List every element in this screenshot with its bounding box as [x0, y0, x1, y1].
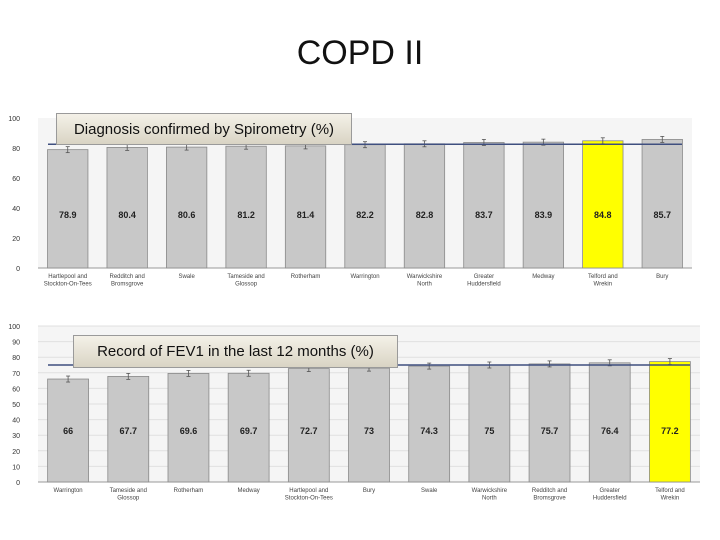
- y-tick-label: 40: [12, 418, 20, 425]
- x-tick-label: Greater Huddersfield: [467, 274, 501, 288]
- x-tick-label: Medway: [532, 274, 554, 280]
- bar-value-label: 80.4: [118, 210, 136, 220]
- bar: [348, 367, 390, 483]
- bar-value-label: 72.7: [300, 426, 318, 436]
- chart-spirometry: 0 20 40 60 80 100 78.9 Hartlepool and Stockton-O…: [8, 116, 692, 288]
- y-tick-label: 0: [16, 266, 20, 273]
- x-tick-label: Hartlepool and Stockton-On-Tees: [285, 488, 333, 502]
- bar-value-label: 81.4: [297, 210, 315, 220]
- x-tick-label: Bury: [656, 274, 668, 280]
- y-tick-label: 90: [12, 340, 20, 347]
- x-tick-label: Redditch and Bromsgrove: [532, 488, 567, 502]
- y-tick-label: 10: [12, 464, 20, 471]
- x-tick-label: Rotherham: [291, 274, 321, 280]
- bar-value-label: 75: [484, 426, 494, 436]
- bar-value-label: 81.2: [237, 210, 255, 220]
- bar-value-label: 73: [364, 426, 374, 436]
- bar-value-label: 80.6: [178, 210, 196, 220]
- bar: [107, 375, 150, 483]
- bar: [166, 146, 208, 269]
- bar-value-label: 74.3: [420, 426, 438, 436]
- bar: [225, 145, 267, 269]
- bar: [528, 363, 571, 483]
- x-tick-label: Hartlepool and Stockton-On-Tees: [44, 274, 92, 288]
- bar: [463, 142, 505, 269]
- bar: [47, 149, 89, 269]
- x-tick-label: Warrington: [350, 274, 379, 280]
- x-tick-label: Swale: [178, 274, 195, 280]
- x-tick-label: Redditch and Bromsgrove: [110, 274, 145, 288]
- x-tick-label: Greater Huddersfield: [593, 488, 627, 502]
- x-tick-label: Swale: [421, 488, 438, 494]
- bar-highlight: [582, 140, 624, 269]
- x-tick-label: Warwickshire North: [407, 274, 443, 288]
- y-tick-label: 0: [16, 480, 20, 487]
- bar-value-label: 69.7: [240, 426, 258, 436]
- y-tick-label: 60: [12, 386, 20, 393]
- y-tick-label: 20: [12, 236, 20, 243]
- bar: [408, 365, 451, 483]
- y-tick-label: 70: [12, 371, 20, 378]
- bar-value-label: 85.7: [654, 210, 672, 220]
- bar: [641, 139, 683, 269]
- bar-value-label: 75.7: [541, 426, 559, 436]
- bar-value-label: 83.9: [535, 210, 553, 220]
- y-tick-label: 100: [8, 116, 20, 123]
- x-tick-label: Warwickshire North: [472, 488, 508, 502]
- y-tick-label: 100: [8, 324, 20, 331]
- bar: [344, 144, 386, 269]
- chart-fev1-title: Record of FEV1 in the last 12 months (%): [73, 335, 398, 368]
- x-tick-label: Medway: [237, 488, 259, 494]
- bar: [227, 372, 270, 483]
- bar-value-label: 77.2: [661, 426, 679, 436]
- x-tick-label: Telford and Wrekin: [588, 274, 618, 288]
- slide-title: COPD II: [296, 34, 424, 72]
- bar-value-label: 67.7: [120, 426, 138, 436]
- y-tick-label: 30: [12, 433, 20, 440]
- x-tick-label: Tameside and Glossop: [227, 274, 264, 288]
- chart-spirometry-title: Diagnosis confirmed by Spirometry (%): [56, 113, 352, 145]
- bar: [167, 373, 210, 483]
- bar-value-label: 76.4: [601, 426, 619, 436]
- bar: [468, 364, 511, 483]
- y-tick-label: 20: [12, 449, 20, 456]
- y-tick-label: 80: [12, 146, 20, 153]
- y-tick-label: 50: [12, 402, 20, 409]
- bar-value-label: 83.7: [475, 210, 493, 220]
- bar: [284, 145, 327, 269]
- y-tick-label: 60: [12, 176, 20, 183]
- bar-value-label: 78.9: [59, 210, 77, 220]
- bar-value-label: 69.6: [180, 426, 198, 436]
- y-tick-label: 80: [12, 355, 20, 362]
- y-tick-label: 40: [12, 206, 20, 213]
- x-tick-label: Telford and Wrekin: [655, 488, 685, 502]
- bar-value-label: 82.8: [416, 210, 434, 220]
- bar-value-label: 84.8: [594, 210, 612, 220]
- bar: [403, 143, 446, 269]
- bar: [106, 147, 148, 269]
- x-tick-label: Tameside and Glossop: [110, 488, 147, 502]
- bar-value-label: 66: [63, 426, 73, 436]
- bar: [522, 141, 564, 269]
- bar: [588, 362, 631, 483]
- x-tick-label: Warrington: [54, 488, 83, 494]
- bar-highlight: [649, 361, 691, 483]
- bar: [287, 368, 330, 483]
- bar-value-label: 82.2: [356, 210, 374, 220]
- x-tick-label: Rotherham: [174, 488, 204, 494]
- x-tick-label: Bury: [363, 488, 375, 494]
